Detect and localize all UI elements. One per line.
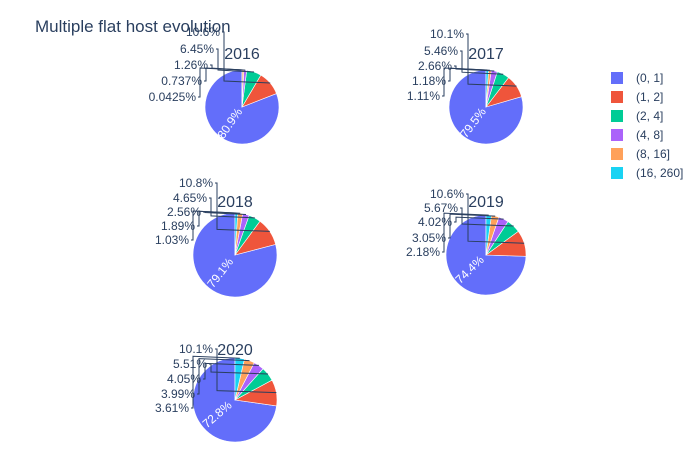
legend-label: (0, 1] [636, 71, 663, 85]
slice-2016-0[interactable] [204, 69, 280, 145]
leader-line [191, 355, 240, 409]
leader-line [215, 348, 277, 394]
pie-title: 2020 [217, 342, 253, 359]
leader-line [198, 67, 243, 98]
slice-label: 1.18% [412, 74, 446, 88]
slice-2018-0[interactable] [192, 212, 278, 298]
slice-label: 1.26% [174, 58, 208, 72]
slice-label: 10.6% [186, 25, 220, 39]
legend-label: (2, 4] [636, 109, 663, 123]
slice-label: 0.737% [161, 74, 202, 88]
leader-line [448, 213, 496, 239]
legend[interactable]: (0, 1] (1, 2] (2, 4] (4, 8] (8, 16] (16, 260] [611, 71, 683, 180]
legend-item[interactable]: (1, 2] [611, 90, 663, 104]
leader-line [454, 65, 495, 72]
leader-line [216, 48, 255, 73]
slice-label: 5.46% [424, 44, 458, 58]
legend-item[interactable]: (4, 8] [611, 128, 663, 142]
pie-title: 2016 [224, 46, 260, 63]
slice-label: 3.99% [161, 387, 195, 401]
leader-line [460, 207, 514, 227]
chart-title: Multiple flat host evolution [35, 17, 231, 36]
slice-label: 3.05% [412, 231, 446, 245]
slice-2017-0[interactable] [448, 69, 524, 145]
leader-line [460, 50, 504, 75]
slice-label: 10.6% [430, 187, 464, 201]
leader-line [191, 210, 237, 241]
slice-label: 3.61% [155, 401, 189, 415]
slice-label: 10.1% [430, 27, 464, 41]
pie-title: 2017 [468, 46, 504, 63]
leader-line [466, 33, 517, 87]
legend-label: (16, 260] [636, 166, 683, 180]
leader-line [454, 216, 504, 223]
legend-label: (8, 16] [636, 147, 670, 161]
legend-item[interactable]: (8, 16] [611, 147, 670, 161]
legend-label: (1, 2] [636, 90, 663, 104]
leader-line [197, 358, 250, 395]
legend-swatch [611, 167, 623, 179]
legend-label: (4, 8] [636, 128, 663, 142]
slice-label: 2.18% [406, 245, 440, 259]
pie-title: 2019 [468, 194, 504, 211]
pies-group: 201680.9%10.6%6.45%1.26%0.737%0.0425%201… [149, 25, 527, 443]
slice-label: 5.67% [424, 201, 458, 215]
leader-line [442, 212, 489, 253]
legend-item[interactable]: (2, 4] [611, 109, 663, 123]
slice-label: 6.45% [180, 42, 214, 56]
slice-label: 4.02% [418, 215, 452, 229]
leader-line [209, 197, 255, 219]
slice-label: 1.03% [155, 233, 189, 247]
legend-swatch [611, 91, 623, 103]
slice-label: 2.66% [418, 59, 452, 73]
slice-label: 2.56% [167, 205, 201, 219]
slice-label: 4.05% [167, 372, 201, 386]
legend-item[interactable]: (16, 260] [611, 166, 683, 180]
leader-line [215, 182, 270, 232]
legend-swatch [611, 129, 623, 141]
leader-line [203, 362, 259, 380]
slice-label: 1.89% [161, 219, 195, 233]
slice-label: 1.11% [407, 89, 440, 103]
slice-label: 0.0425% [149, 90, 197, 104]
leader-line [222, 31, 271, 84]
legend-swatch [611, 148, 623, 160]
slice-label: 10.1% [179, 342, 213, 356]
slice-label: 10.8% [179, 176, 213, 190]
legend-swatch [611, 110, 623, 122]
leader-line [442, 67, 488, 97]
pie-title: 2018 [217, 194, 253, 211]
slice-label: 4.65% [173, 191, 207, 205]
legend-item[interactable]: (0, 1] [611, 71, 663, 85]
legend-swatch [611, 72, 623, 84]
